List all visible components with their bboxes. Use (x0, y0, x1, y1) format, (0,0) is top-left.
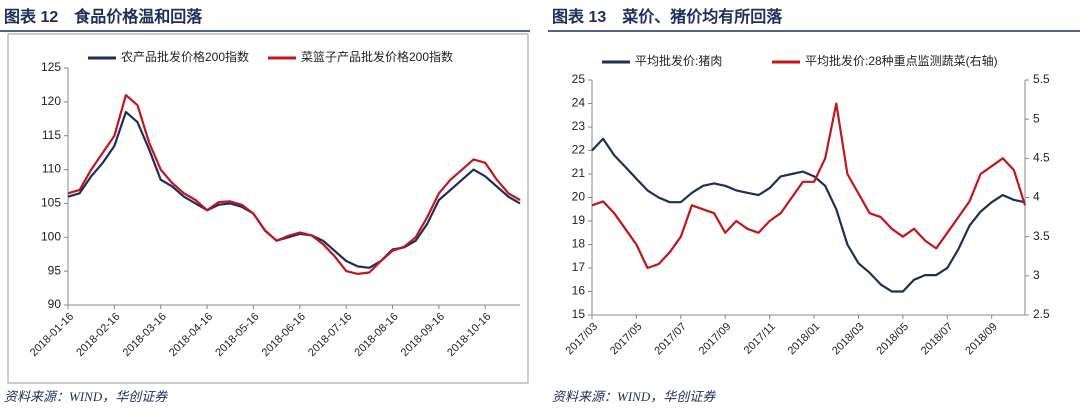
x-tick-label: 2018-06-16 (260, 311, 308, 359)
x-tick-label: 2018-07-16 (306, 311, 354, 359)
legend-label: 农产品批发价格200指数 (121, 49, 249, 64)
y-tick-label: 90 (48, 297, 62, 311)
x-tick-label: 2018-09-16 (399, 311, 447, 359)
x-tick-label: 2017/11 (742, 321, 778, 357)
x-tick-label: 2018-10-16 (445, 311, 493, 359)
y-tick-label: 24 (572, 96, 586, 110)
y2-tick-label: 4.5 (1033, 151, 1050, 165)
legend-label: 菜篮子产品批发价格200指数 (301, 49, 453, 64)
y2-tick-label: 2.5 (1033, 307, 1050, 321)
y-tick-label: 100 (41, 229, 61, 243)
y2-tick-label: 4 (1033, 190, 1040, 204)
source: 资料来源：WIND，华创证券 (4, 389, 168, 404)
y-tick-label: 105 (41, 196, 61, 210)
x-tick-label: 2017/09 (697, 321, 734, 358)
x-tick-label: 2018-08-16 (352, 311, 400, 359)
x-tick-label: 2018/05 (874, 321, 911, 358)
y-tick-label: 18 (572, 237, 586, 251)
x-tick-label: 2017/05 (608, 321, 645, 358)
y-tick-label: 20 (572, 190, 586, 204)
y2-tick-label: 3 (1033, 268, 1040, 282)
y-tick-label: 110 (42, 162, 61, 176)
series-line (591, 137, 1026, 293)
y-tick-label: 17 (572, 260, 586, 274)
x-tick-label: 2018-01-16 (28, 311, 76, 359)
y-tick-label: 21 (572, 166, 586, 180)
x-tick-label: 2018-04-16 (167, 311, 215, 359)
x-tick-label: 2018-05-16 (213, 311, 261, 359)
y2-tick-label: 5.5 (1033, 72, 1050, 86)
chart-title: 图表 13 菜价、猪价均有所回落 (552, 7, 783, 26)
y-tick-label: 95 (48, 263, 62, 277)
y-tick-label: 115 (42, 128, 61, 142)
x-tick-label: 2018/01 (786, 321, 823, 358)
x-tick-label: 2017/03 (564, 321, 601, 358)
y-tick-label: 16 (572, 284, 586, 298)
y-tick-label: 22 (572, 143, 586, 157)
chart-frame (7, 33, 529, 384)
x-tick-label: 2018-03-16 (121, 311, 169, 359)
x-tick-label: 2018/03 (830, 321, 867, 358)
y-tick-label: 125 (41, 60, 61, 74)
y2-tick-label: 3.5 (1033, 229, 1050, 243)
y-tick-label: 25 (572, 72, 586, 86)
y-tick-label: 19 (572, 213, 586, 227)
y-tick-label: 15 (572, 307, 586, 321)
x-tick-label: 2018/07 (919, 321, 956, 358)
x-tick-label: 2018-02-16 (74, 311, 122, 359)
x-tick-label: 2017/07 (652, 321, 689, 358)
chart-title: 图表 12 食品价格温和回落 (4, 7, 203, 26)
x-tick-label: 2018/09 (963, 321, 1000, 358)
source: 资料来源：WIND，华创证券 (552, 389, 716, 404)
legend-label: 平均批发价:猪肉 (635, 53, 722, 68)
legend-label: 平均批发价:28种重点监测蔬菜(右轴) (805, 53, 998, 68)
y-tick-label: 23 (572, 119, 586, 133)
series-line (591, 102, 1027, 270)
y2-tick-label: 5 (1033, 111, 1040, 125)
series-line (67, 94, 521, 275)
series-line (67, 110, 521, 269)
y-tick-label: 120 (41, 94, 61, 108)
